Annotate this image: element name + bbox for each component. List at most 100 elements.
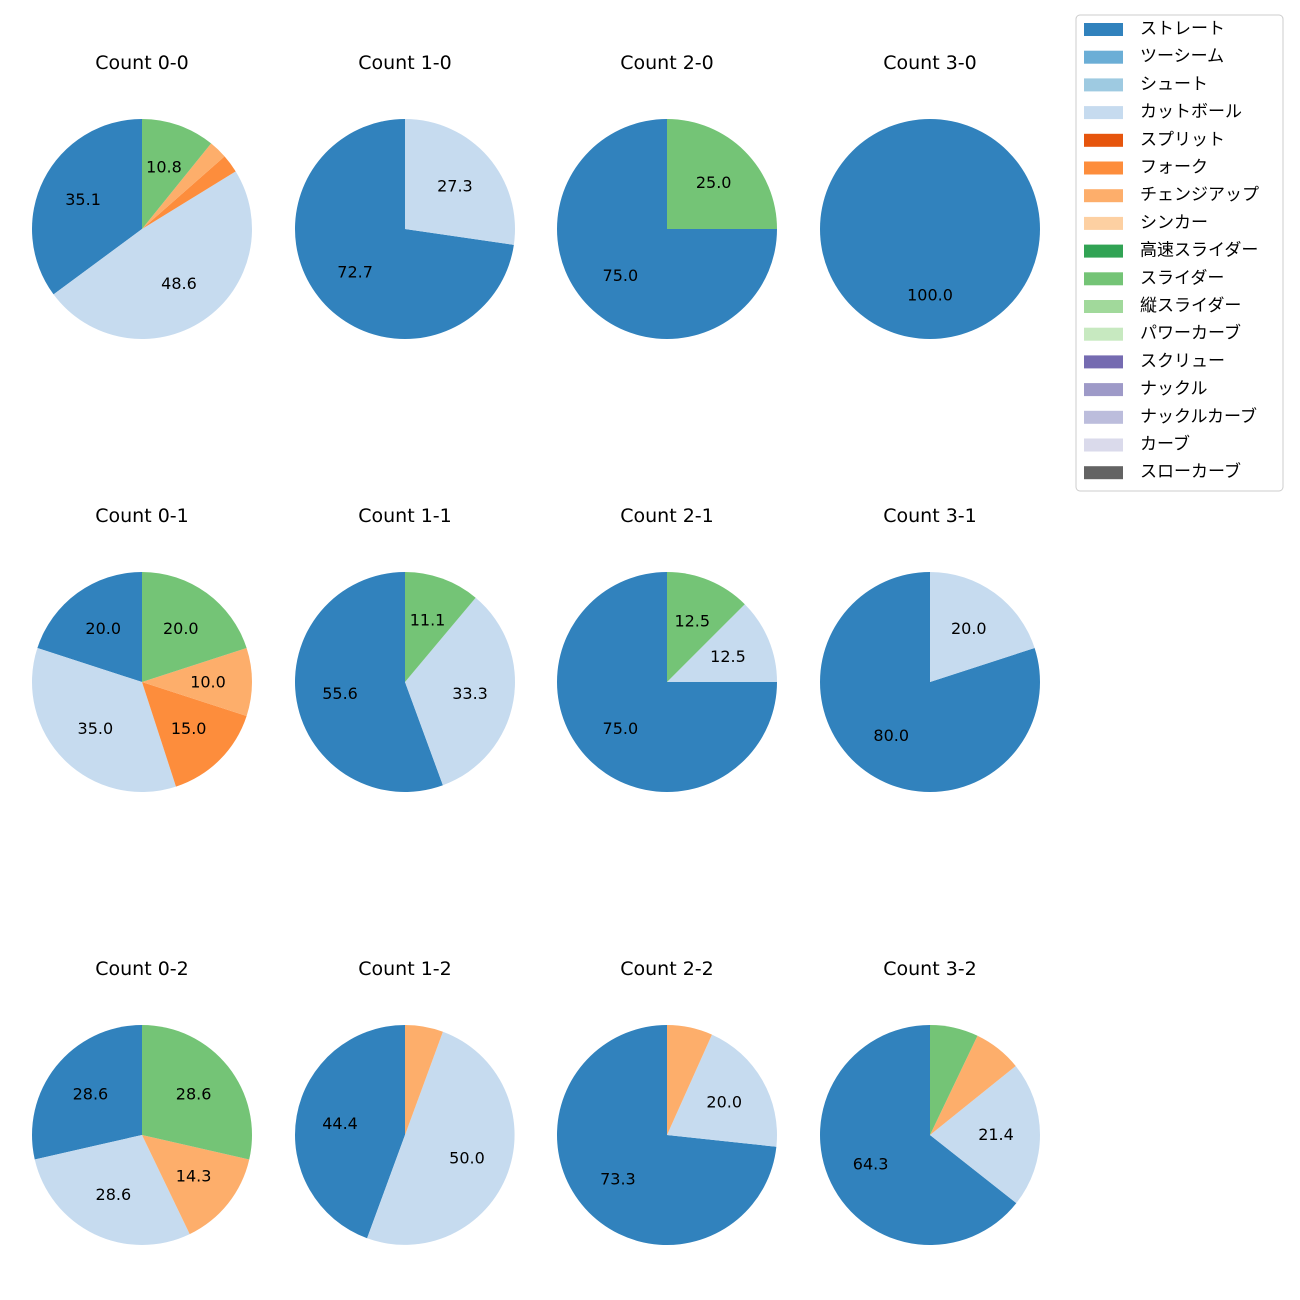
legend-label: ストレート	[1140, 19, 1225, 39]
pie-slice	[142, 1135, 250, 1235]
pie-slice	[294, 119, 514, 339]
pie-count-0-0: Count 0-0 35.1 48.6 10.8	[31, 52, 252, 340]
pie-slice	[667, 604, 777, 682]
legend-item: ツーシーム	[1084, 47, 1224, 67]
slice-label: 100.0	[907, 286, 953, 305]
legend-item: ナックル	[1084, 379, 1208, 399]
legend-item: カーブ	[1084, 434, 1190, 455]
pie-slice	[930, 1035, 1016, 1135]
pie-slice	[142, 682, 247, 787]
pie-slice	[930, 572, 1035, 682]
pie-slice	[930, 1025, 978, 1135]
slice-label: 35.0	[78, 719, 114, 738]
pie-slice	[820, 119, 1040, 339]
legend-label: 高速スライダー	[1140, 241, 1258, 261]
pie-slice	[405, 1025, 443, 1135]
pie-slice	[37, 572, 142, 682]
legend-item: 縦スライダー	[1084, 296, 1241, 316]
legend-label: シンカー	[1140, 213, 1208, 233]
pie-slice	[142, 156, 236, 229]
pie-title: Count 1-0	[358, 52, 452, 74]
legend-label: ツーシーム	[1140, 47, 1224, 67]
legend-item: パワーカーブ	[1084, 323, 1241, 344]
pie-slice	[295, 1025, 405, 1239]
legend-label: チェンジアップ	[1140, 185, 1259, 205]
slice-label: 10.0	[190, 673, 226, 692]
slice-label: 28.6	[96, 1185, 132, 1204]
pie-slice	[142, 1025, 252, 1160]
pie-title: Count 0-1	[95, 505, 189, 527]
pie-title: Count 3-0	[883, 52, 977, 74]
pie-count-1-2: Count 1-2 44.4 50.0	[295, 958, 515, 1245]
legend-label: スライダー	[1140, 268, 1224, 288]
slice-label: 27.3	[437, 176, 473, 195]
pie-count-1-1: Count 1-1 55.6 33.3 11.1	[294, 505, 515, 792]
legend-item: ストレート	[1084, 19, 1225, 39]
pie-slice	[405, 572, 476, 682]
slice-label: 35.1	[65, 190, 101, 209]
slice-label: 10.8	[146, 157, 182, 176]
legend-item: 高速スライダー	[1084, 241, 1258, 261]
legend-swatch	[1084, 383, 1123, 397]
pie-slice	[667, 1034, 777, 1147]
pie-slice	[142, 648, 253, 716]
legend-label: 縦スライダー	[1140, 296, 1241, 316]
pie-title: Count 1-2	[358, 958, 452, 980]
legend-swatch	[1084, 216, 1123, 230]
pie-slice	[556, 1025, 777, 1245]
legend-label: スクリュー	[1140, 351, 1225, 371]
pie-count-1-0: Count 1-0 72.7 27.3	[294, 52, 515, 339]
slice-label: 25.0	[696, 173, 732, 192]
pie-slice	[32, 1025, 143, 1160]
legend-swatch	[1084, 355, 1123, 369]
slice-label: 20.0	[85, 619, 121, 638]
slice-label: 50.0	[449, 1148, 485, 1167]
legend-label: シュート	[1140, 74, 1208, 94]
legend-label: ナックルカーブ	[1140, 406, 1257, 427]
pie-title: Count 0-2	[95, 958, 189, 980]
pie-count-2-0: Count 2-0 75.0 25.0	[557, 52, 777, 339]
legend-swatch	[1084, 300, 1123, 313]
slice-label: 20.0	[706, 1093, 742, 1112]
legend-item: シンカー	[1084, 213, 1208, 233]
legend-item: チェンジアップ	[1084, 185, 1259, 205]
legend-swatch	[1084, 50, 1123, 64]
slice-label: 20.0	[163, 619, 199, 638]
pie-count-0-1: Count 0-1 20.0 35.0 15.0 10.0 20.0	[31, 505, 253, 793]
slice-label: 14.3	[176, 1167, 212, 1186]
legend-swatch	[1084, 272, 1123, 286]
pie-slice	[667, 119, 777, 229]
pie-count-3-1: Count 3-1 80.0 20.0	[820, 505, 1041, 792]
pie-count-0-2: Count 0-2 28.6 28.6 14.3 28.6	[32, 958, 252, 1246]
pie-title: Count 2-1	[620, 505, 714, 527]
pie-slice	[820, 1025, 1017, 1245]
pie-slice	[367, 1031, 515, 1245]
legend-item: ナックルカーブ	[1084, 406, 1257, 427]
slice-label: 28.6	[176, 1084, 212, 1103]
legend-swatch	[1084, 466, 1123, 480]
slice-label: 15.0	[171, 719, 207, 738]
legend-label: ナックル	[1140, 379, 1208, 399]
slice-label: 55.6	[322, 684, 358, 703]
legend-swatch	[1084, 244, 1123, 258]
pie-slice	[405, 597, 515, 786]
pie-slice	[405, 119, 515, 245]
pie-slice	[930, 1066, 1041, 1204]
slice-label: 75.0	[603, 266, 639, 285]
slice-label: 73.3	[600, 1170, 636, 1189]
pie-slice	[667, 1025, 712, 1135]
legend-swatch	[1084, 106, 1123, 120]
pie-slice	[294, 572, 443, 792]
slice-label: 28.6	[73, 1084, 109, 1103]
slice-label: 75.0	[603, 719, 639, 738]
slice-label: 64.3	[853, 1154, 889, 1173]
pie-slice	[142, 143, 225, 229]
pie-count-2-1: Count 2-1 75.0 12.512.5	[557, 505, 777, 792]
pie-count-3-2: Count 3-2 64.3 21.4	[820, 958, 1041, 1245]
pie-title: Count 1-1	[358, 505, 452, 527]
slice-label: 11.1	[410, 610, 446, 629]
pie-slice	[142, 572, 247, 682]
legend-item: カットボール	[1084, 102, 1242, 122]
pie-slice	[31, 119, 142, 295]
